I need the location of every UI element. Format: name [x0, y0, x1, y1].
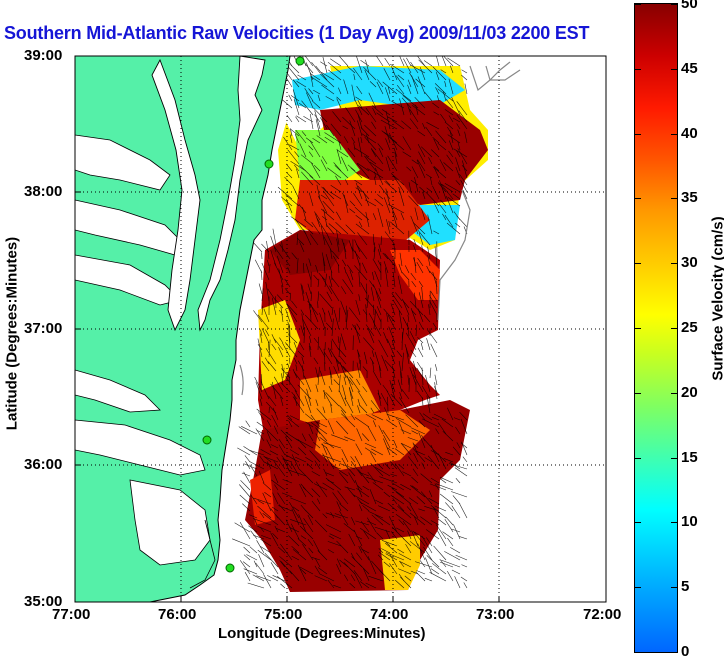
y-tick-label: 38:00: [24, 183, 62, 200]
y-tick-label: 39:00: [24, 47, 62, 64]
colorbar-tick-label: 40: [681, 125, 698, 142]
colorbar-tick: [635, 134, 641, 135]
colorbar-tick: [671, 393, 677, 394]
colorbar-tick: [635, 522, 641, 523]
colorbar-tick: [671, 198, 677, 199]
colorbar-tick-label: 15: [681, 449, 698, 466]
colorbar-tick: [671, 69, 677, 70]
colorbar-tick-label: 50: [681, 0, 698, 12]
x-tick-label: 75:00: [264, 606, 302, 623]
colorbar-tick-label: 30: [681, 254, 698, 271]
colorbar-tick: [671, 522, 677, 523]
colorbar-tick-label: 20: [681, 384, 698, 401]
colorbar-tick: [671, 587, 677, 588]
colorbar-tick: [671, 4, 677, 5]
colorbar-tick-label: 35: [681, 189, 698, 206]
colorbar-tick-label: 10: [681, 513, 698, 530]
colorbar-tick: [671, 263, 677, 264]
colorbar-tick: [671, 328, 677, 329]
colorbar-tick: [635, 587, 641, 588]
colorbar-tick: [671, 652, 677, 653]
colorbar-tick-label: 45: [681, 60, 698, 77]
station-marker: [203, 436, 211, 444]
colorbar-tick: [635, 69, 641, 70]
station-marker: [265, 160, 273, 168]
colorbar-tick: [635, 652, 641, 653]
colorbar-tick-label: 0: [681, 643, 689, 660]
colorbar-tick-label: 5: [681, 578, 689, 595]
station-marker: [296, 57, 304, 65]
colorbar-tick: [635, 393, 641, 394]
colorbar-tick: [635, 198, 641, 199]
x-tick-label: 74:00: [370, 606, 408, 623]
y-axis-label: Latitude (Degrees:Minutes): [4, 234, 21, 434]
x-tick-label: 72:00: [583, 606, 621, 623]
y-tick-label: 37:00: [24, 320, 62, 337]
colorbar-tick-label: 25: [681, 319, 698, 336]
colorbar-tick: [671, 458, 677, 459]
colorbar-tick: [635, 458, 641, 459]
x-tick-label: 73:00: [476, 606, 514, 623]
x-axis-label: Longitude (Degrees:Minutes): [218, 625, 426, 642]
colorbar-tick: [671, 134, 677, 135]
colorbar-tick: [635, 4, 641, 5]
colorbar-tick: [635, 263, 641, 264]
colorbar-tick: [635, 328, 641, 329]
y-tick-label: 36:00: [24, 456, 62, 473]
x-tick-label: 76:00: [158, 606, 196, 623]
y-tick-label: 35:00: [24, 593, 62, 610]
colorbar-label: Surface Velocity (cm/s): [710, 199, 724, 399]
station-marker: [226, 564, 234, 572]
